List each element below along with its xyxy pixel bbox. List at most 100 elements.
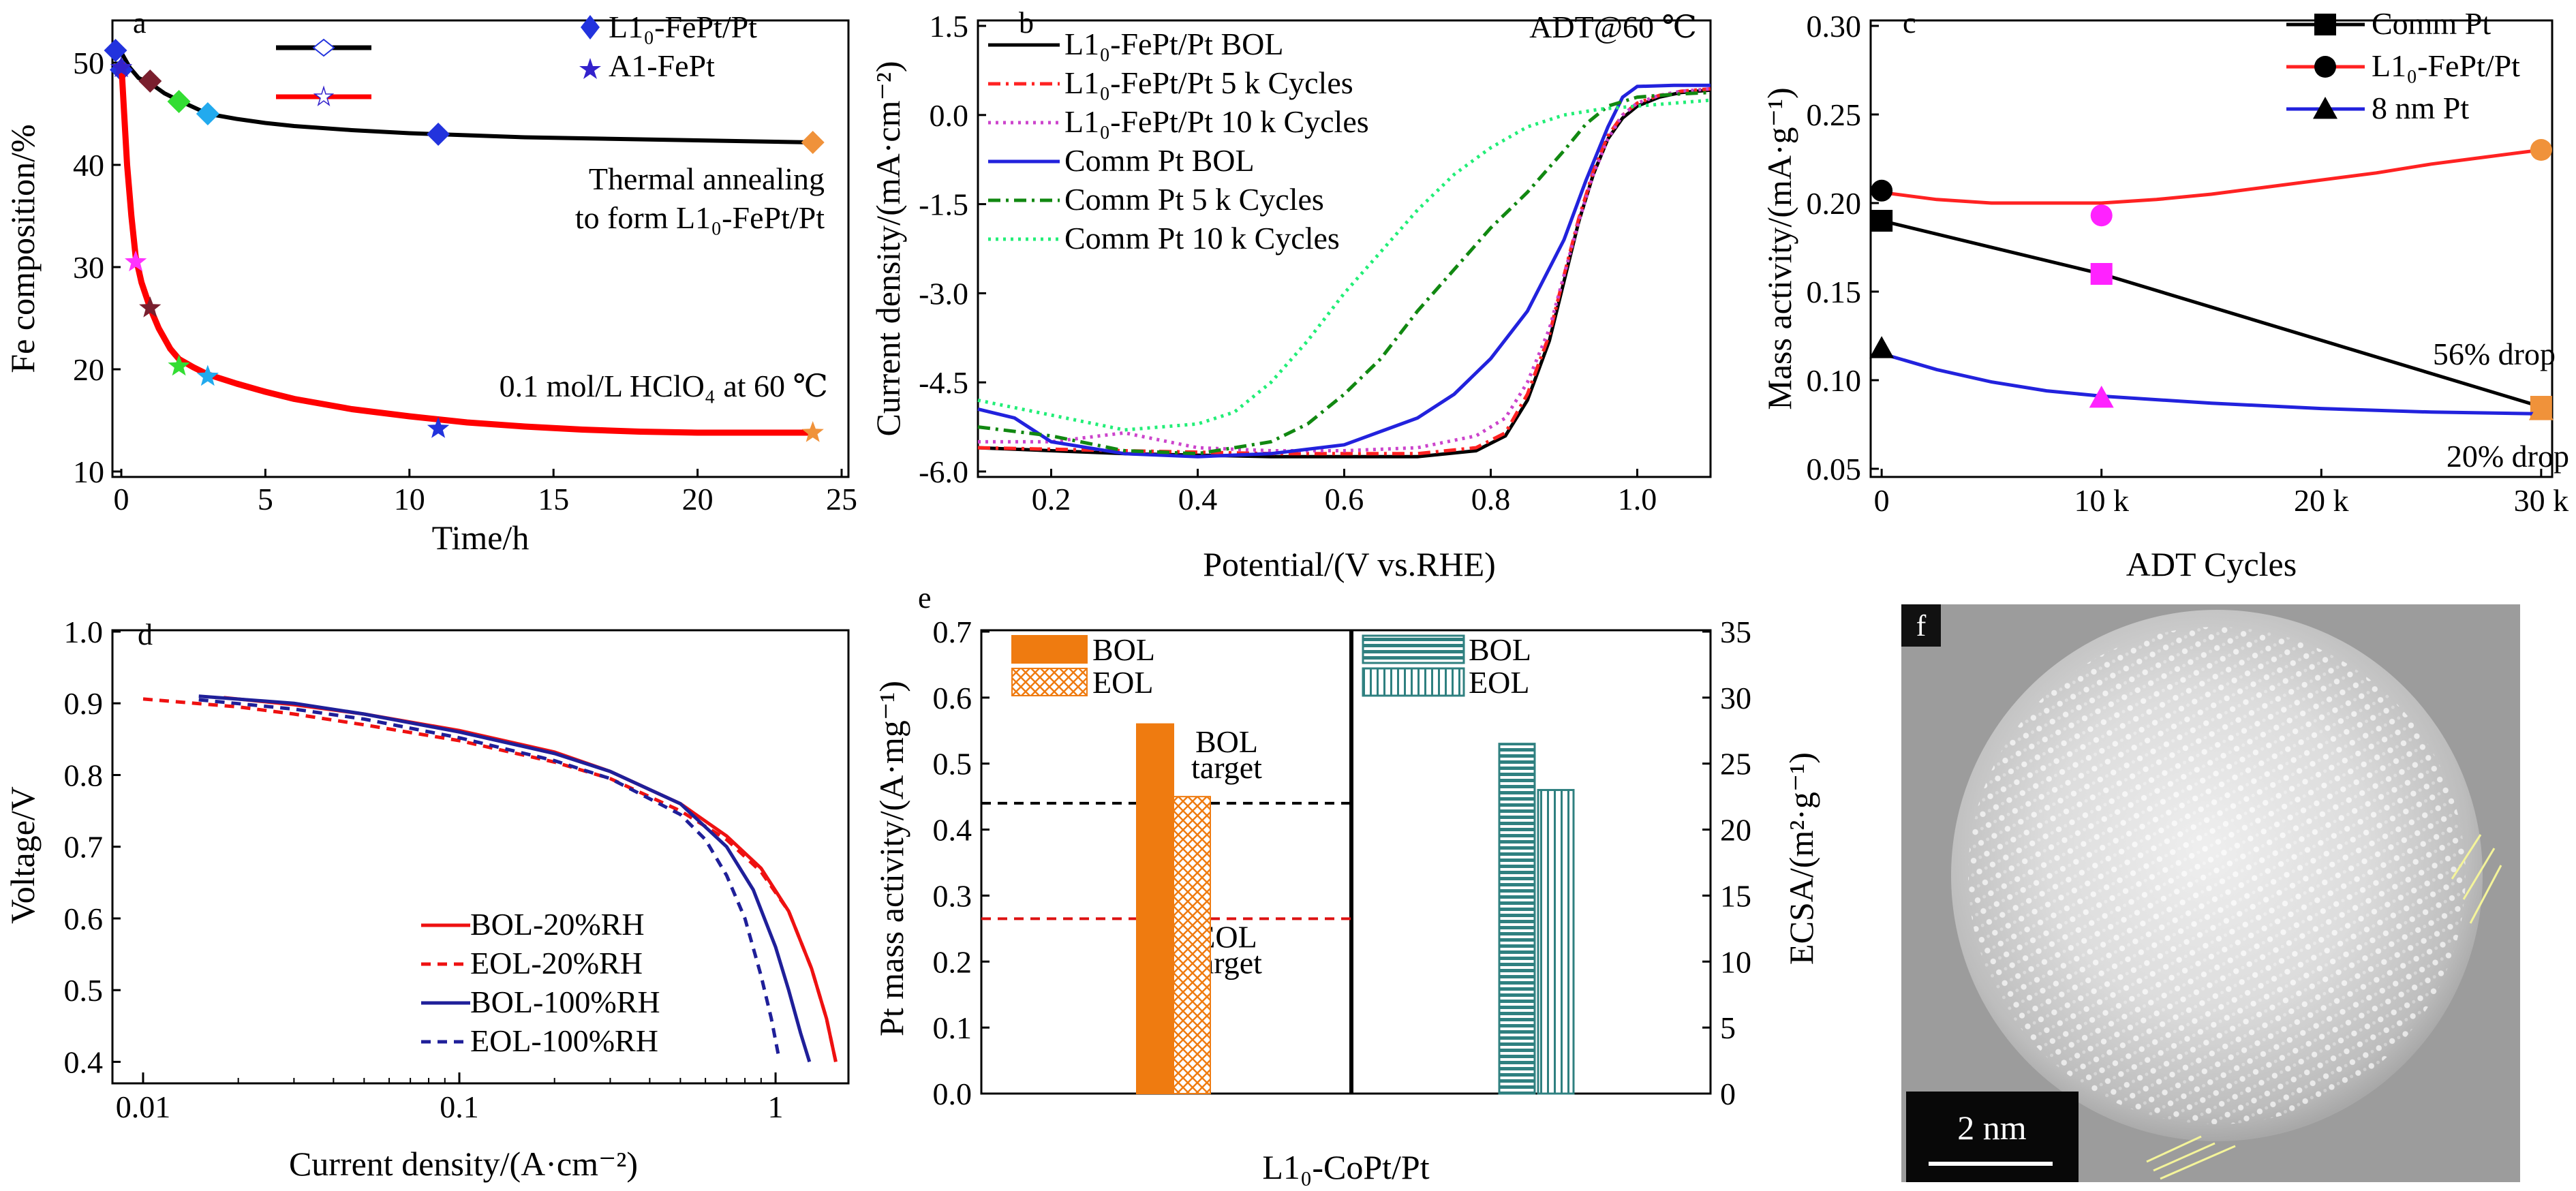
data-point [1869,336,1895,358]
y-tick-label: 0.20 [1807,186,1862,221]
panel-a-legend-1: L1₀-FePt/Pt [609,10,757,44]
y2-tick-label: 25 [1720,747,1751,782]
target-label: BOL [1195,724,1258,759]
series-line [198,698,780,1055]
legend-label: EOL-100%RH [470,1023,658,1058]
series-line [977,91,1711,456]
data-point [2530,139,2552,161]
panel-f-label-box [1901,604,1941,647]
x-tick-label: 20 k [2294,483,2349,518]
panel-c-annotation-2: 20% drop [2447,439,2569,474]
y-tick-label: 1.0 [64,615,104,649]
panel-e-xlabel: L1₀-CoPt/Pt [1262,1148,1429,1186]
target-label: target [1191,750,1262,785]
x-tick-label: 0.2 [1032,482,1071,516]
y-tick-label: 0.9 [64,686,104,721]
y-tick-label: 0.7 [933,615,972,649]
y-tick-label: 50 [73,46,104,80]
legend-swatch [1362,667,1465,697]
panel-e-frame [980,629,1712,1095]
panel-e-plot: 0.0 0.1 0.2 0.3 0.4 0.5 0.6 0.7 0 5 10 15 20 25 30 35 BO… [933,615,1752,1111]
legend-star-marker [579,58,601,79]
data-point [125,250,147,272]
panel-a-frame [111,19,850,478]
panel-a-legend-2: A1-FePt [609,48,715,83]
x-tick-label: 15 [538,482,569,516]
panel-f-label: f [1916,609,1927,643]
annotation-arrows [2146,834,2502,1180]
panel-b-xlabel: Potential/(V vs.RHE) [1203,545,1496,583]
panel-c-annotation-1: 56% drop [2433,337,2556,371]
x-tick-label: 10 k [2074,483,2129,518]
x-tick-label: 0.1 [440,1089,479,1124]
legend-label: BOL [1469,632,1531,667]
panel-d: d 0.01 0.1 1 0.4 0.5 0.6 0.7 0.8 0.9 1.0 Voltage/… [3,615,850,1183]
data-point [427,417,450,438]
y-tick-label: -4.5 [919,365,968,400]
panel-a-ylabel: Fe composition/% [3,124,42,373]
y-tick-label: 0.8 [64,758,104,792]
y-tick-label: 0.2 [933,944,972,979]
panel-b-annotation: ADT@60 ℃ [1529,10,1697,44]
lattice-fringes [1968,627,2466,1124]
panel-c-frame [1869,19,2554,478]
data-point [427,123,450,146]
legend-diamond-marker [581,15,600,40]
y-tick-label: 0.15 [1807,275,1862,309]
y2-tick-label: 0 [1720,1077,1736,1111]
series-line [198,694,812,1063]
x-tick-label: 0.8 [1471,482,1511,516]
legend-label: L1₀-FePt/Pt BOL [1064,27,1283,61]
data-point [2089,386,2114,408]
x-tick-label: 20 [682,482,714,516]
x-tick-label: 0 [1874,483,1890,518]
y-tick-label: -1.5 [919,187,968,222]
data-point [801,421,824,442]
panel-b-plot: 0.2 0.4 0.6 0.8 1.0 1.5 0.0 -1.5 -3.0 -4.5 -6.0 [919,9,1711,516]
data-point [1871,210,1893,232]
x-tick-label: 0.6 [1325,482,1364,516]
legend-label: BOL-100%RH [470,985,660,1019]
panel-e-label: e [918,581,932,615]
y-tick-label: 0.7 [64,830,104,865]
y-tick-label: 0.25 [1807,97,1862,132]
legend-swatch [1362,634,1465,664]
data-point [110,56,133,78]
legend-label: EOL-20%RH [470,946,643,980]
x-tick-label: 30 k [2514,483,2569,518]
legend-label: Comm Pt 5 k Cycles [1064,182,1324,217]
panel-c-xlabel: ADT Cycles [2126,545,2297,583]
y-tick-label: 0.6 [933,681,972,715]
x-tick-label: 0.01 [116,1089,171,1124]
legend-label: BOL-20%RH [470,907,645,942]
y2-tick-label: 30 [1720,681,1751,715]
x-tick-label: 25 [826,482,857,516]
series-line [1881,148,2542,205]
panel-c-legend: Comm Pt L1₀-FePt/Pt 8 nm Pt [2286,6,2520,125]
y-tick-label: -3.0 [919,276,968,311]
y-tick-label: 30 [73,250,104,285]
y2-tick-label: 10 [1720,944,1751,979]
y-tick-label: 10 [73,454,104,489]
panel-a-legend: L1₀-FePt/Pt A1-FePt [276,10,757,106]
y2-tick-label: 35 [1720,615,1751,649]
panel-b-label: b [1019,6,1034,40]
data-point [168,354,190,376]
y-tick-label: 0.5 [64,973,104,1008]
panel-d-frame [111,629,850,1085]
data-point [2090,263,2113,285]
y-tick-label: 20 [73,352,104,387]
scale-bar-label: 2 nm [1957,1109,2027,1147]
panel-f: f 2 nm [1901,604,2520,1182]
legend-label: 8 nm Pt [2372,91,2469,125]
bar-mass-activity [1173,796,1211,1094]
panel-b-legend: L1₀-FePt/Pt BOL L1₀-FePt/Pt 5 k Cycles L1₀… [988,27,1369,256]
bar-mass-activity [1136,723,1174,1094]
y-tick-label: 0.0 [933,1077,972,1111]
panel-a-xlabel: Time/h [432,519,530,557]
data-point [2090,204,2113,227]
bar-ecsa [1537,788,1575,1095]
data-point [138,69,162,93]
panel-d-xlabel: Current density/(A·cm⁻²) [289,1145,638,1183]
